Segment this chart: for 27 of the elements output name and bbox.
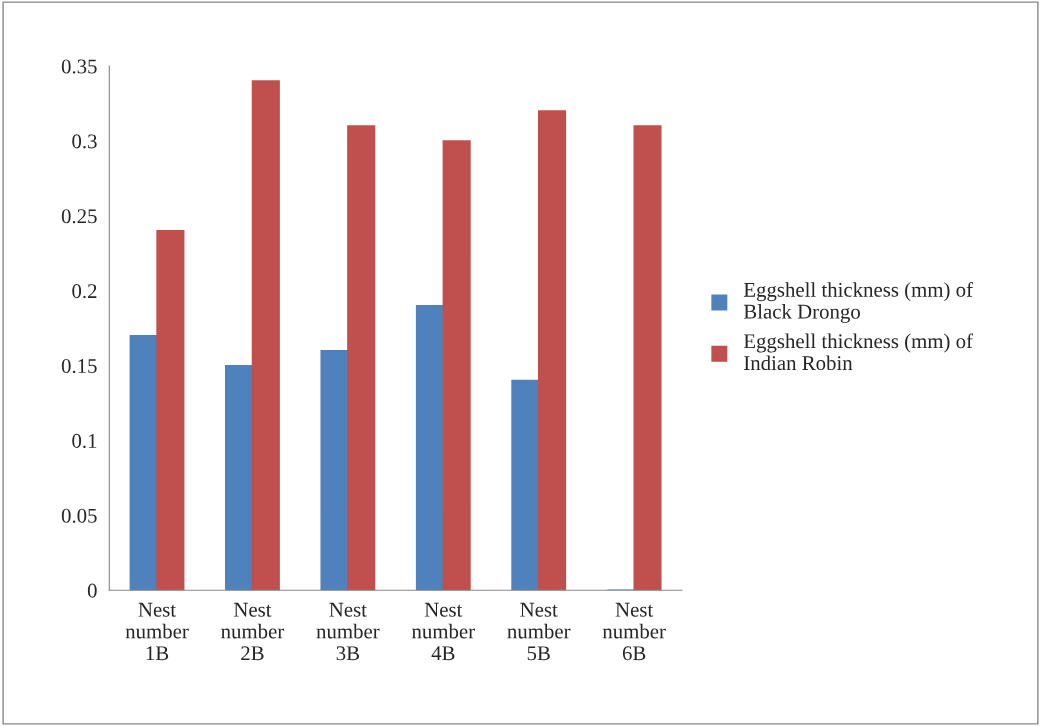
y-tick-label: 0	[87, 583, 97, 598]
legend-label: Eggshell thickness (mm) of Indian Robin	[743, 333, 974, 371]
y-tick-label: 0.2	[72, 284, 97, 299]
bar	[538, 110, 567, 591]
bar	[633, 125, 662, 591]
y-tick-label: 0.15	[61, 358, 97, 374]
y-tick-label: 0.25	[61, 209, 97, 224]
x-tick-label: Nest number 2B	[221, 602, 285, 661]
bar	[251, 80, 280, 591]
bar	[347, 125, 376, 591]
y-tick-label: 0.05	[61, 508, 97, 523]
y-tick-label: 0.3	[72, 134, 97, 149]
bar	[511, 379, 540, 591]
x-tick-label: Nest number 5B	[507, 602, 571, 661]
bar	[442, 140, 471, 591]
bar	[129, 334, 158, 591]
bar	[225, 364, 254, 591]
bar	[156, 230, 185, 591]
y-tick-label: 0.1	[72, 433, 97, 448]
x-tick-label: Nest number 4B	[411, 602, 475, 661]
x-tick-label: Nest number 6B	[602, 602, 666, 661]
bar	[415, 304, 444, 591]
x-tick-label: Nest number 3B	[316, 602, 380, 661]
legend-label: Eggshell thickness (mm) of Black Drongo	[743, 281, 974, 323]
bar	[320, 349, 349, 591]
x-tick-label: Nest number 1B	[125, 602, 189, 661]
y-tick-label: 0.35	[61, 59, 97, 74]
